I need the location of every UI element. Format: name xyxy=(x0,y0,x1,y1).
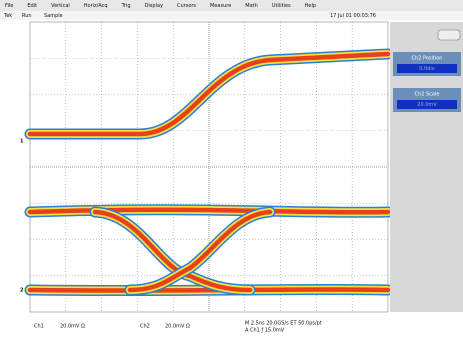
acq-mode: Sample xyxy=(44,13,63,19)
menu-item[interactable]: Display xyxy=(145,3,163,9)
control-value: 0.0div xyxy=(419,66,435,72)
panel-button[interactable] xyxy=(438,30,460,40)
menu-item[interactable]: Horiz/Acq xyxy=(84,3,108,9)
menu-item[interactable]: Trig xyxy=(121,3,131,9)
menu-item[interactable]: Vertical xyxy=(51,3,70,9)
ch2-scale: 20.0mV Ω xyxy=(165,324,190,330)
ch2-marker: 2 xyxy=(20,288,24,294)
menu-item[interactable]: File xyxy=(5,3,13,9)
menu-item[interactable]: Cursors xyxy=(177,3,196,9)
trigger: A Ch1 ƒ 15.0mV xyxy=(245,328,285,334)
control-ch2-position[interactable]: Ch2 Position 0.0div xyxy=(393,52,461,76)
date: 17 Jul 01 00:03:76 xyxy=(330,13,376,19)
control-label: Ch2 Scale xyxy=(415,92,440,98)
control-label: Ch2 Position xyxy=(412,56,443,62)
brand: Tek xyxy=(3,13,12,19)
control-ch2-scale[interactable]: Ch2 Scale 20.0mV xyxy=(393,88,461,112)
timebase: M 2.5ns 20.0GS/s ET 50.0ps/pt xyxy=(245,321,322,327)
menu-item[interactable]: Math xyxy=(245,3,258,9)
trace-core xyxy=(30,289,388,290)
ch1-readout: Ch1 xyxy=(34,324,44,330)
trace-core xyxy=(30,210,388,213)
control-value: 20.0mV xyxy=(417,102,437,108)
scope-screen: File Edit Vertical Horiz/Acq Trig Display Curs… xyxy=(0,0,463,342)
menu-item[interactable]: Measure xyxy=(210,3,231,9)
ch2-readout: Ch2 xyxy=(140,324,150,330)
run-state: Run xyxy=(22,13,32,19)
ch1-marker: 1 xyxy=(20,139,24,145)
ch1-scale: 20.0mV Ω xyxy=(60,324,85,330)
status-bar xyxy=(0,11,463,20)
menu-item[interactable]: Help xyxy=(305,3,316,9)
menu-item[interactable]: Utilities xyxy=(272,3,291,9)
menu-item[interactable]: Edit xyxy=(27,3,37,9)
